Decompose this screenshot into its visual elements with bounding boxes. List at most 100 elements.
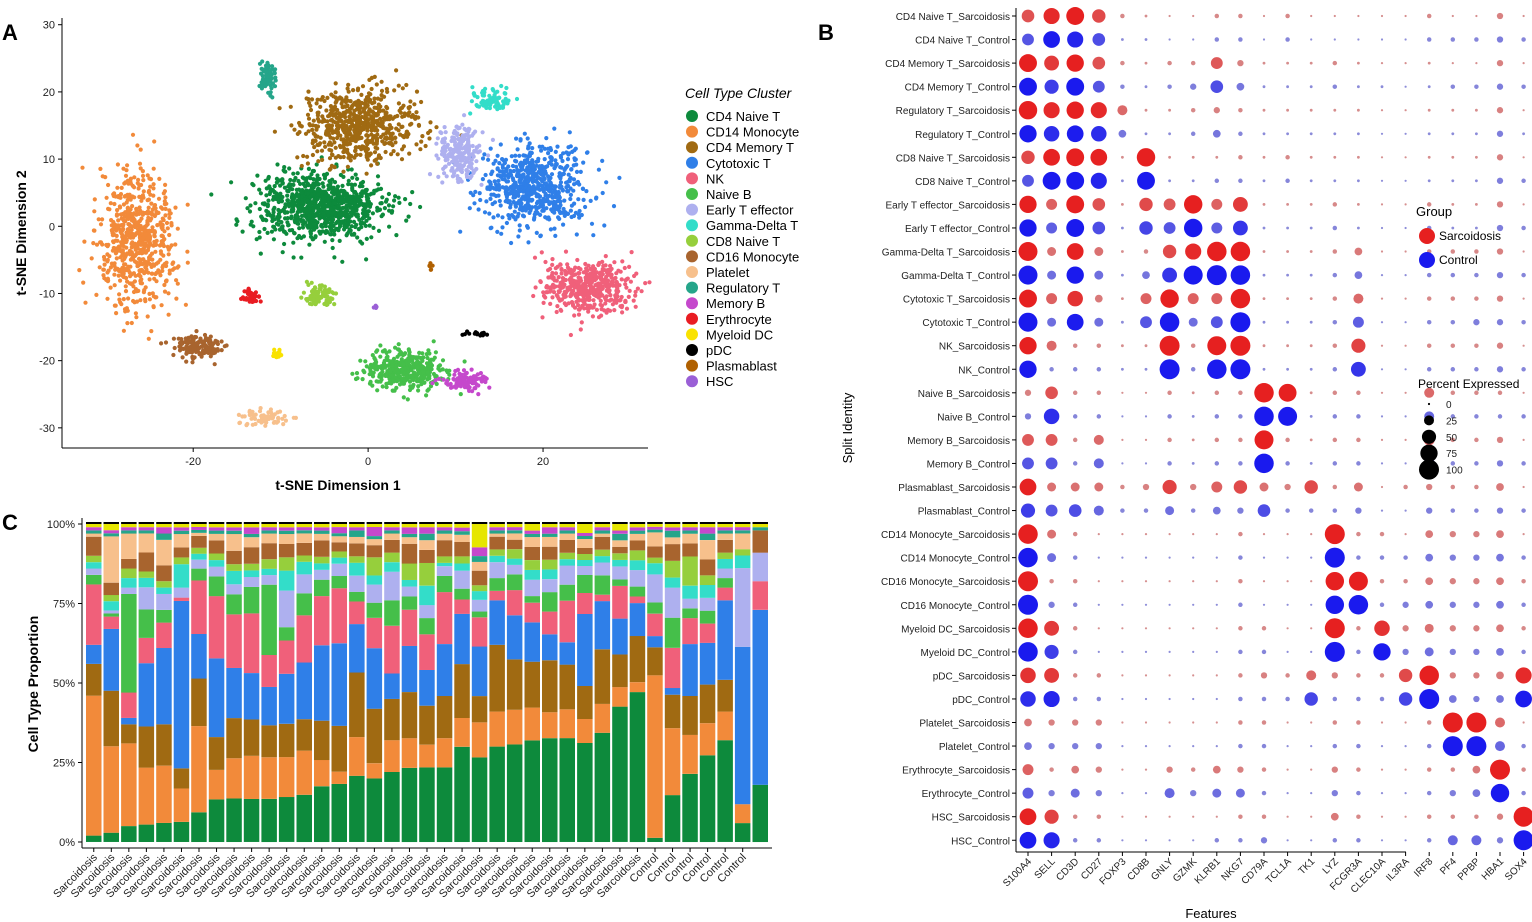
bar-segment: [191, 580, 207, 634]
tsne-point: [305, 112, 311, 117]
tsne-point: [346, 130, 351, 135]
tsne-point: [477, 191, 482, 196]
tsne-point: [419, 99, 424, 105]
bar-segment: [138, 527, 155, 531]
bar-segment: [121, 524, 137, 528]
tsne-point: [600, 158, 605, 163]
tsne-point: [360, 191, 365, 196]
tsne-point: [468, 190, 473, 195]
tsne-point: [558, 153, 563, 159]
tsne-point: [396, 83, 401, 88]
tsne-point: [337, 95, 343, 100]
bar-segment: [86, 644, 102, 664]
tsne-point: [115, 162, 120, 167]
bar-segment: [156, 533, 172, 540]
tsne-point: [101, 267, 106, 272]
tsne-point: [477, 104, 482, 109]
tsne-point: [457, 125, 462, 130]
tsne-point: [441, 377, 446, 382]
tsne-point: [124, 275, 129, 281]
bar-segment: [138, 824, 155, 842]
tsne-point: [366, 199, 371, 204]
tsne-point: [526, 179, 531, 184]
bar-segment: [208, 737, 225, 770]
tsne-point: [333, 120, 338, 125]
tsne-point: [488, 226, 493, 231]
tsne-point: [457, 378, 462, 383]
tsne-point: [610, 302, 616, 307]
tsne-point: [348, 120, 353, 125]
bar-segment: [349, 672, 365, 738]
bar-segment: [296, 574, 312, 594]
tsne-point: [497, 95, 502, 100]
tsne-point: [229, 180, 234, 185]
tsne-point: [130, 132, 136, 137]
tsne-point: [583, 204, 588, 210]
tsne-point: [563, 249, 569, 254]
tsne-point: [343, 119, 348, 124]
tsne-point: [594, 270, 600, 275]
tsne-point: [497, 161, 502, 166]
tsne-point: [472, 331, 477, 336]
tsne-point: [494, 102, 499, 107]
tsne-point: [347, 109, 352, 114]
tsne-cluster-16: [427, 261, 435, 272]
tsne-point: [352, 201, 358, 206]
bar-segment: [86, 536, 102, 556]
tsne-point: [378, 379, 383, 384]
tsne-point: [299, 255, 304, 260]
bar-segment: [471, 599, 488, 612]
tsne-xtick-label: -20: [185, 456, 201, 468]
bar-segment: [173, 527, 190, 531]
bar-segment: [243, 570, 260, 578]
tsne-point: [618, 269, 623, 274]
tsne-point: [332, 129, 337, 134]
tsne-point: [553, 204, 558, 209]
tsne-point: [484, 105, 489, 110]
tsne-point: [310, 127, 315, 132]
tsne-point: [500, 215, 505, 220]
tsne-point: [521, 153, 526, 158]
tsne-point: [328, 104, 333, 109]
tsne-point: [462, 155, 467, 160]
tsne-point: [145, 211, 150, 216]
tsne-point: [590, 305, 595, 310]
tsne-point: [388, 369, 393, 374]
bar-segment: [296, 593, 312, 616]
bar-segment: [191, 547, 207, 554]
tsne-point: [575, 257, 580, 263]
tsne-point: [316, 118, 321, 123]
tsne-point: [316, 159, 321, 164]
tsne-point: [386, 191, 391, 197]
tsne-point: [600, 272, 605, 277]
tsne-point: [495, 229, 500, 234]
bar-segment: [454, 746, 470, 843]
tsne-point: [127, 233, 133, 238]
tsne-point: [318, 202, 323, 207]
tsne-point: [280, 224, 285, 229]
tsne-cluster-6: [427, 113, 495, 187]
bar-top-cap: [103, 522, 119, 524]
tsne-point: [434, 141, 439, 146]
tsne-point: [351, 112, 356, 117]
tsne-point: [513, 190, 518, 195]
bar-segment: [156, 594, 172, 610]
tsne-point: [336, 192, 341, 197]
bar-segment: [384, 527, 400, 531]
tsne-point: [359, 135, 364, 140]
tsne-point: [526, 199, 531, 204]
tsne-point: [464, 158, 469, 163]
tsne-point: [542, 157, 547, 162]
tsne-point: [355, 103, 360, 108]
tsne-point: [328, 118, 334, 123]
tsne-point: [620, 310, 625, 315]
tsne-point: [565, 157, 571, 162]
tsne-point: [453, 368, 458, 374]
bar-segment: [331, 576, 347, 589]
tsne-point: [437, 376, 442, 381]
legend-label-9: CD16 Monocyte: [706, 249, 799, 264]
tsne-point: [394, 363, 399, 368]
tsne-point: [130, 204, 135, 209]
bar-segment: [261, 527, 277, 531]
tsne-point: [343, 192, 348, 198]
